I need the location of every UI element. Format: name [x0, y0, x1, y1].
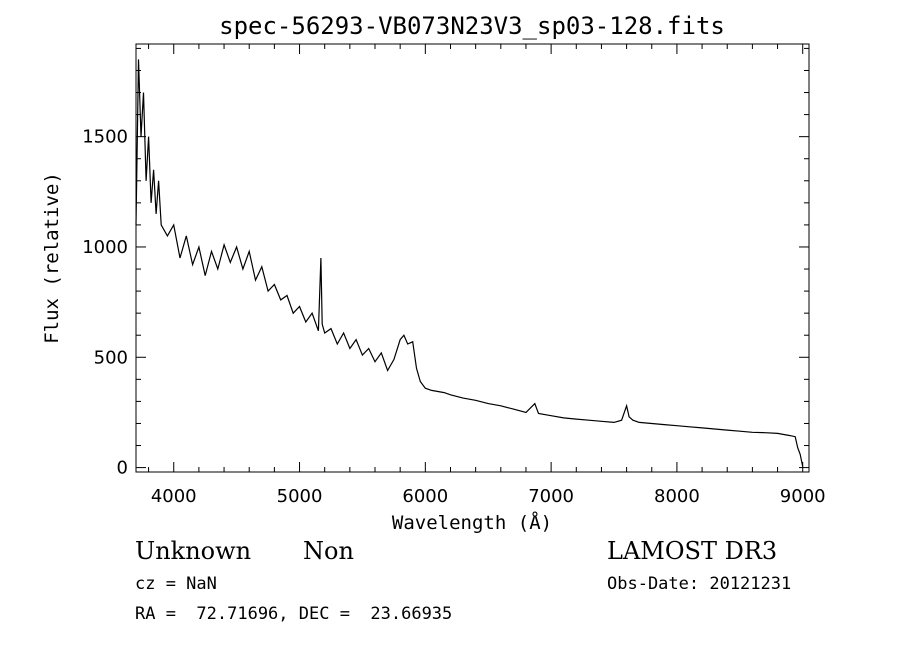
spectrum-line	[135, 59, 804, 467]
survey-name: LAMOST DR3	[607, 537, 778, 565]
object-subclass: Non	[303, 537, 354, 565]
object-class: Unknown	[135, 537, 252, 565]
y-axis-label: Flux (relative)	[41, 172, 63, 344]
x-axis-label: Wavelength (Å)	[392, 511, 552, 534]
axis-ticks	[136, 44, 809, 472]
x-tick-label: 6000	[402, 486, 448, 507]
y-tick-label: 500	[94, 347, 128, 368]
x-tick-label: 8000	[654, 486, 700, 507]
redshift-value: cz = NaN	[135, 574, 217, 594]
y-tick-label: 1000	[82, 237, 128, 258]
x-tick-label: 5000	[277, 486, 323, 507]
y-tick-label: 0	[117, 458, 128, 479]
observation-date: Obs-Date: 20121231	[607, 574, 792, 594]
spectrum-chart: spec-56293-VB073N23V3_sp03-128.fits 4000…	[41, 12, 826, 534]
axis-tick-labels: 4000 5000 6000 7000 8000 9000 0 500 1000 1500	[82, 127, 825, 507]
chart-title: spec-56293-VB073N23V3_sp03-128.fits	[219, 12, 725, 40]
x-tick-label: 7000	[528, 486, 574, 507]
x-tick-label: 4000	[151, 486, 197, 507]
plot-frame	[135, 43, 810, 473]
x-tick-label: 9000	[780, 486, 826, 507]
y-tick-label: 1500	[82, 127, 128, 148]
coordinates: RA = 72.71696, DEC = 23.66935	[135, 604, 453, 624]
